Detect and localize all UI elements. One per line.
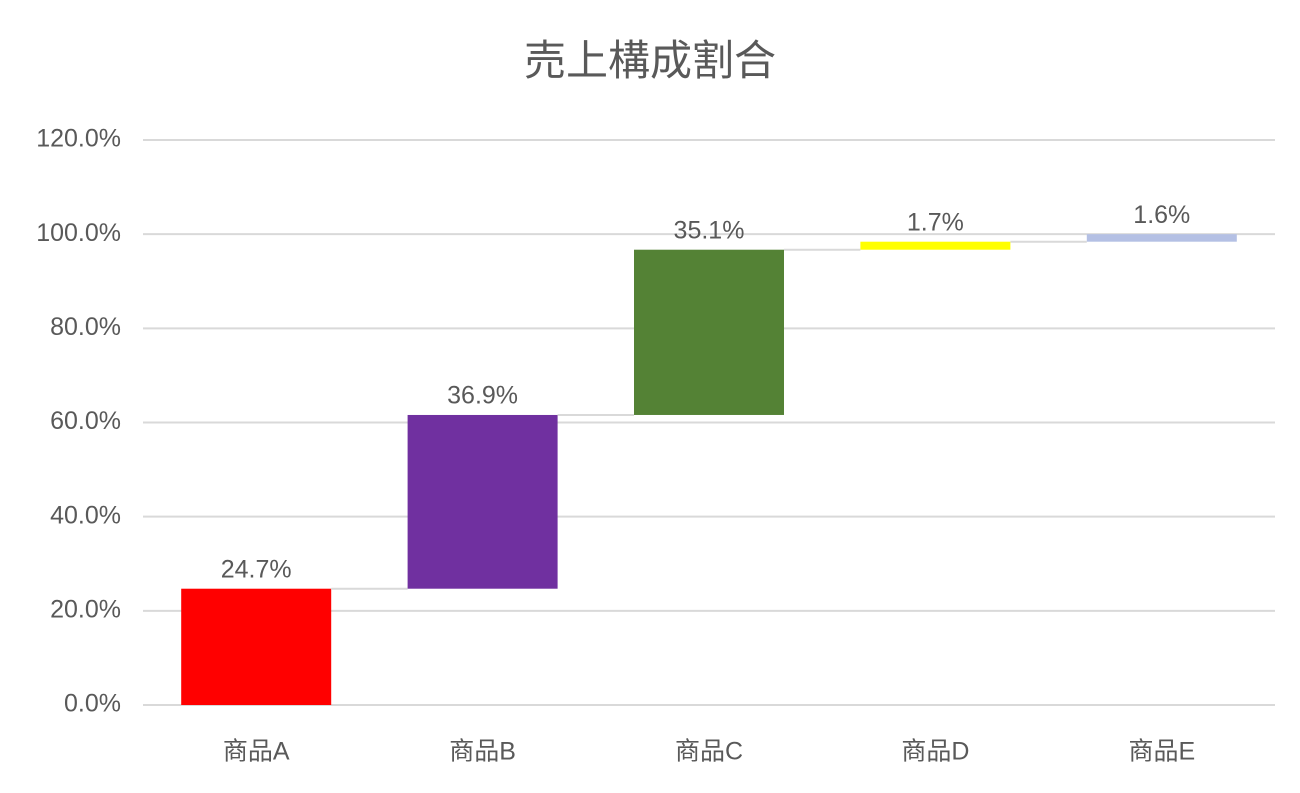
- y-tick-label: 40.0%: [50, 501, 121, 529]
- bar: [1086, 234, 1237, 242]
- chart-title: 売上構成割合: [524, 37, 776, 84]
- y-tick-label: 60.0%: [50, 407, 121, 435]
- data-label: 24.7%: [221, 555, 292, 583]
- bar: [407, 414, 558, 589]
- y-tick-label: 100.0%: [36, 219, 121, 247]
- data-label: 36.9%: [447, 382, 518, 410]
- x-tick-label: 商品A: [223, 738, 290, 766]
- x-tick-label: 商品E: [1128, 738, 1195, 766]
- data-label: 1.7%: [907, 208, 964, 236]
- x-tick-label: 商品C: [675, 738, 743, 766]
- data-label: 35.1%: [674, 216, 745, 244]
- y-tick-label: 20.0%: [50, 595, 121, 623]
- y-tick-label: 0.0%: [64, 690, 121, 718]
- bar: [181, 588, 332, 705]
- x-tick-label: 商品B: [449, 738, 516, 766]
- bar: [634, 249, 784, 415]
- y-tick-label: 80.0%: [50, 313, 121, 341]
- bar: [860, 241, 1011, 250]
- y-tick-label: 120.0%: [36, 125, 121, 153]
- data-label: 1.6%: [1133, 201, 1190, 229]
- x-tick-label: 商品D: [901, 738, 969, 766]
